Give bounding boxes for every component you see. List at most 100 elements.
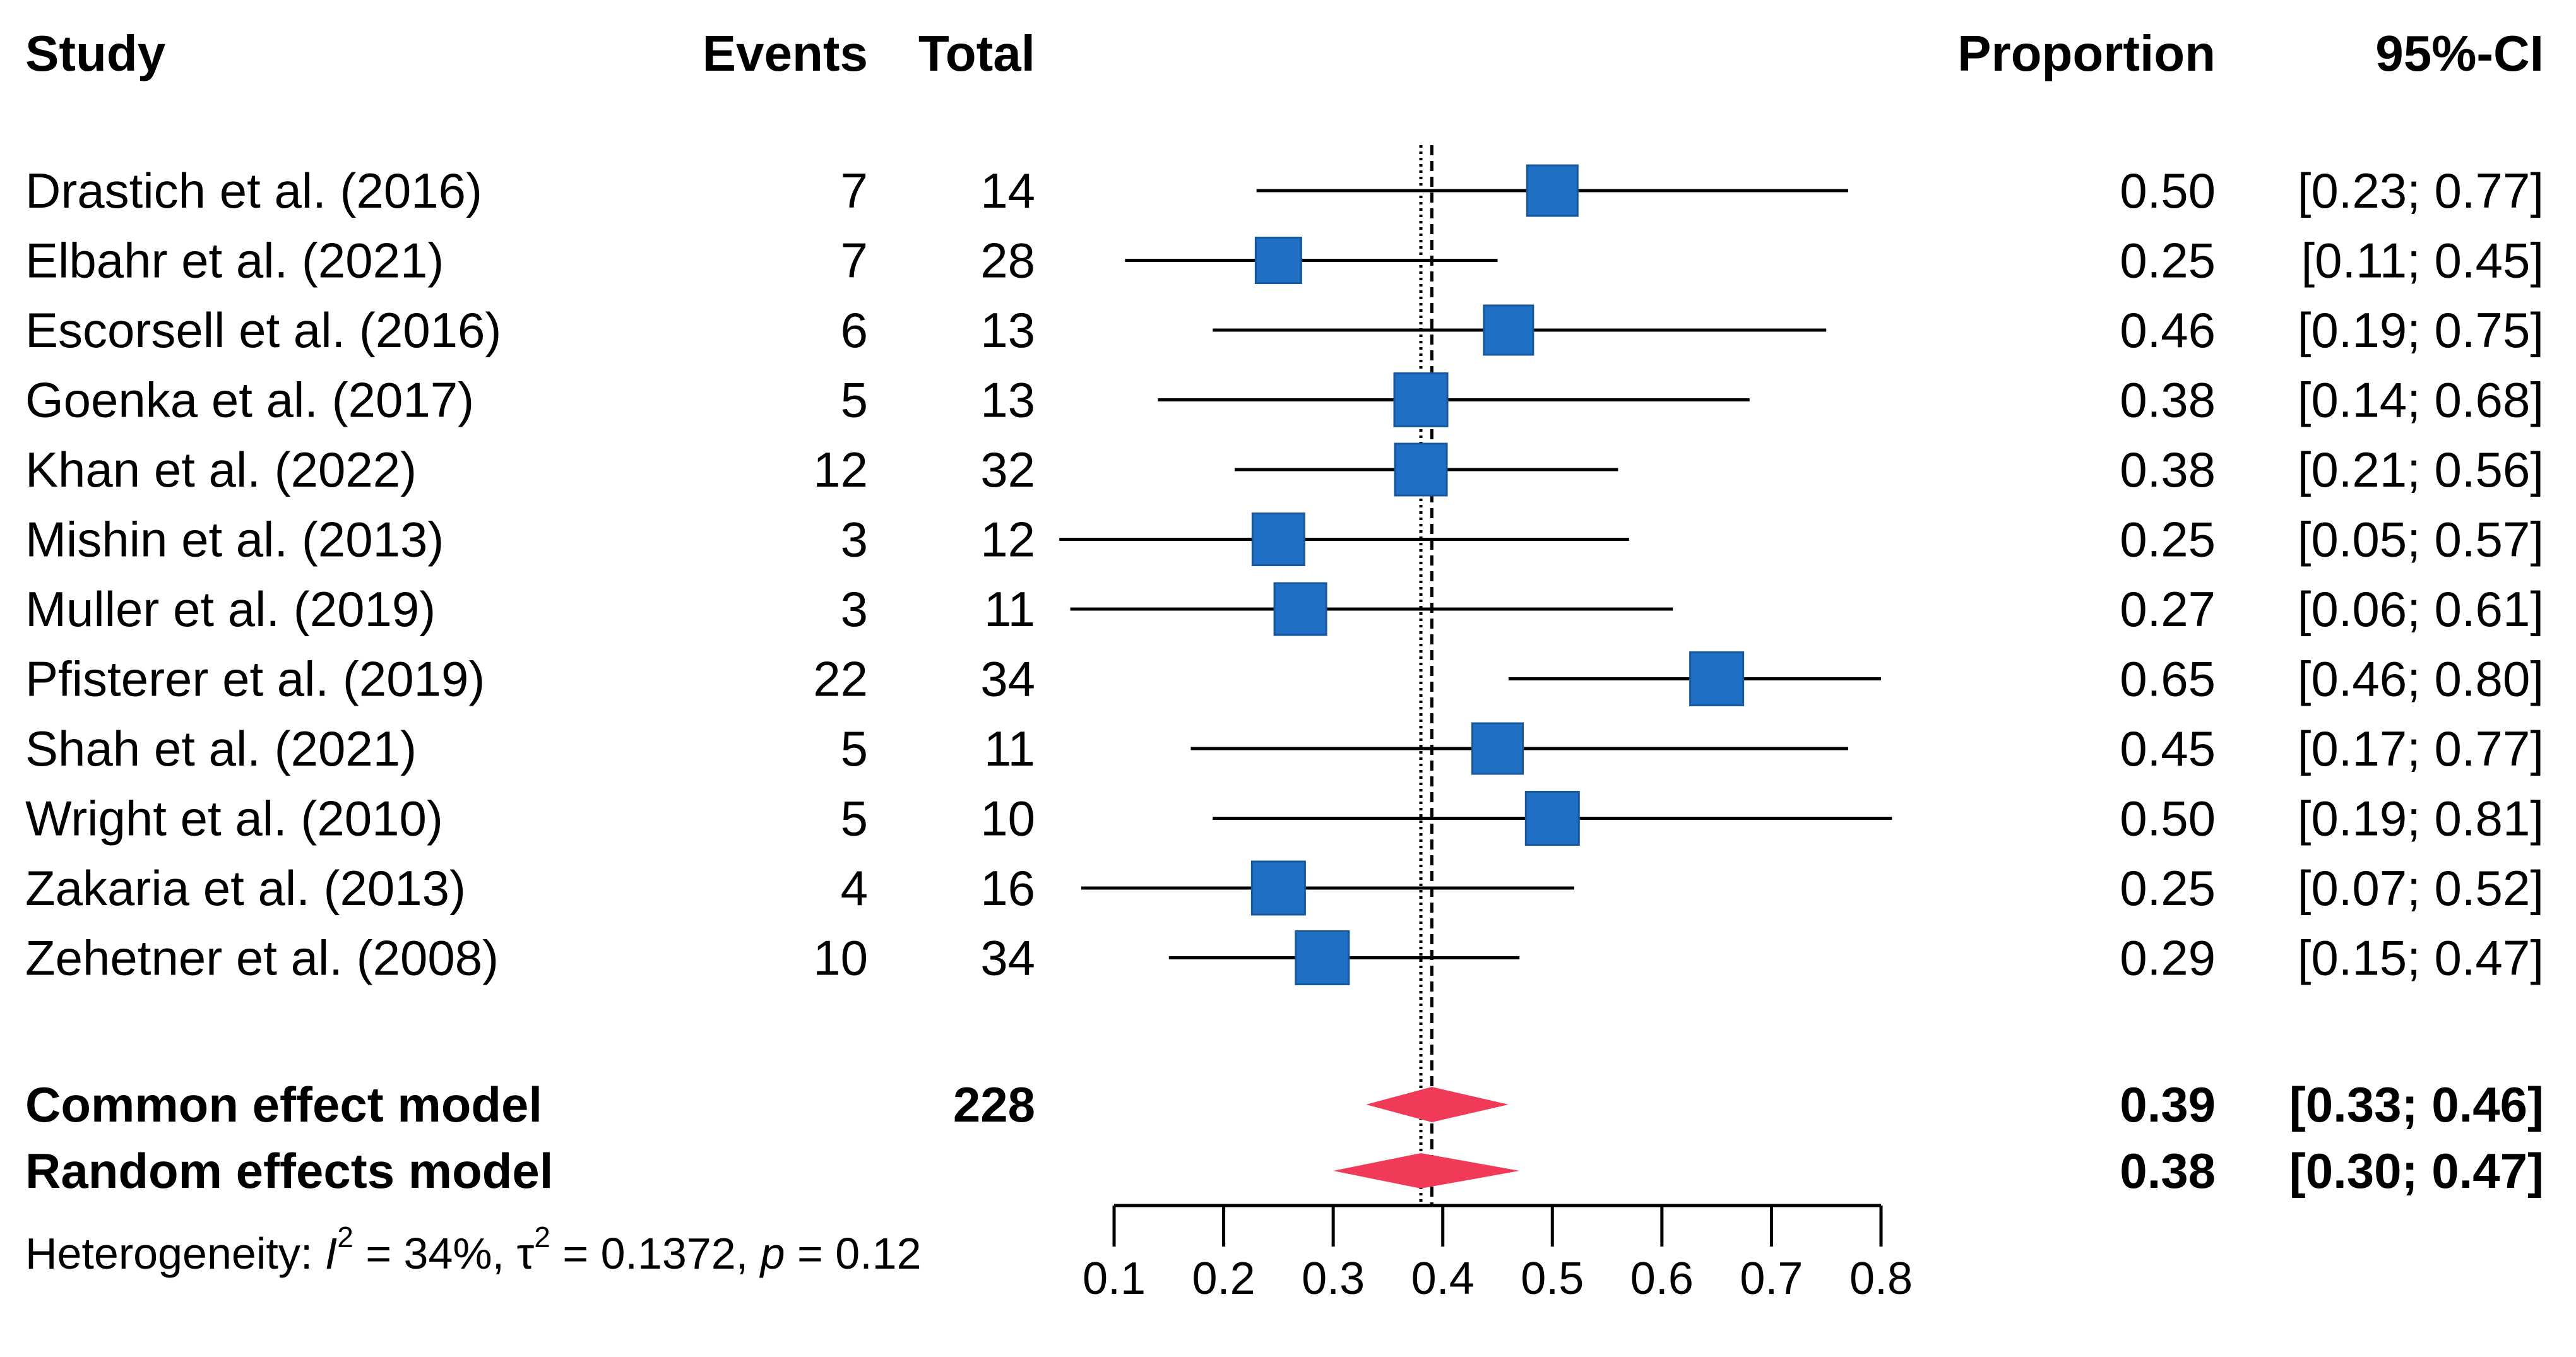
x-axis: 0.1 0.2 0.3 0.4 0.5 0.6 0.7 0.8: [1083, 1204, 1913, 1304]
study-row: Shah et al. (2021) 5 11 0.45 [0.17; 0.77]: [25, 721, 2544, 776]
study-total: 10: [980, 791, 1035, 846]
pooled-diamond: [1366, 1087, 1509, 1122]
study-point-square: [1526, 164, 1579, 217]
x-tick-label: 0.8: [1849, 1253, 1913, 1304]
study-ci: [0.21; 0.56]: [2298, 442, 2544, 497]
x-tick-label: 0.2: [1192, 1253, 1255, 1304]
study-total: 14: [980, 163, 1035, 218]
header-events: Events: [703, 25, 868, 81]
study-row: Drastich et al. (2016) 7 14 0.50 [0.23; 0.77…: [25, 163, 2544, 218]
study-proportion: 0.46: [2120, 302, 2216, 358]
het-tau-symbol: τ: [517, 1229, 535, 1278]
study-total: 13: [980, 372, 1035, 428]
x-tick-label: 0.1: [1083, 1253, 1146, 1304]
study-row: Escorsell et al. (2016) 6 13 0.46 [0.19; 0.7…: [25, 302, 2544, 358]
het-prefix: Heterogeneity:: [25, 1229, 325, 1278]
header-total: Total: [918, 25, 1035, 81]
study-total: 34: [980, 651, 1035, 707]
study-name: Mishin et al. (2013): [25, 512, 444, 567]
study-ci: [0.19; 0.81]: [2298, 791, 2544, 846]
study-point-square: [1393, 372, 1449, 427]
pooled-diamond: [1333, 1153, 1520, 1188]
study-proportion: 0.45: [2120, 721, 2216, 776]
header-ci: 95%-CI: [2375, 25, 2544, 81]
study-name: Pfisterer et al. (2019): [25, 651, 485, 707]
study-row: Mishin et al. (2013) 3 12 0.25 [0.05; 0.57]: [25, 512, 2544, 567]
study-name: Zakaria et al. (2013): [25, 860, 466, 916]
study-row: Zehetner et al. (2008) 10 34 0.29 [0.15; 0.4…: [25, 930, 2544, 986]
study-name: Goenka et al. (2017): [25, 372, 474, 428]
study-proportion: 0.29: [2120, 930, 2216, 986]
het-i-superscript: 2: [337, 1221, 353, 1253]
study-events: 7: [841, 163, 868, 218]
study-row: Elbahr et al. (2021) 7 28 0.25 [0.11; 0.45]: [25, 233, 2544, 288]
pooled-row: Common effect model 228 0.39 [0.33; 0.46]: [25, 1077, 2544, 1132]
pooled-proportion: 0.39: [2120, 1077, 2216, 1132]
study-events: 7: [841, 233, 868, 288]
study-row: Muller et al. (2019) 3 11 0.27 [0.06; 0.61]: [25, 581, 2544, 637]
study-point-square: [1295, 930, 1350, 985]
study-row: Wright et al. (2010) 5 10 0.50 [0.19; 0.81]: [25, 791, 2544, 846]
study-rows: Drastich et al. (2016) 7 14 0.50 [0.23; 0.77…: [25, 163, 2544, 986]
study-name: Wright et al. (2010): [25, 791, 443, 846]
study-row: Goenka et al. (2017) 5 13 0.38 [0.14; 0.68]: [25, 372, 2544, 428]
study-total: 28: [980, 233, 1035, 288]
study-point-square: [1483, 304, 1534, 356]
x-tick-label: 0.3: [1302, 1253, 1365, 1304]
header-study: Study: [25, 25, 166, 81]
study-total: 11: [984, 721, 1035, 776]
pooled-total: 228: [953, 1077, 1035, 1132]
study-ci: [0.17; 0.77]: [2298, 721, 2544, 776]
study-name: Shah et al. (2021): [25, 721, 417, 776]
study-name: Muller et al. (2019): [25, 581, 436, 637]
het-i-symbol: I: [325, 1229, 337, 1278]
pooled-name: Random effects model: [25, 1143, 553, 1199]
study-name: Zehetner et al. (2008): [25, 930, 499, 986]
study-ci: [0.11; 0.45]: [2301, 233, 2544, 288]
study-events: 10: [813, 930, 868, 986]
study-events: 6: [841, 302, 868, 358]
study-proportion: 0.25: [2120, 233, 2216, 288]
het-p-symbol: p: [759, 1229, 785, 1278]
study-proportion: 0.38: [2120, 372, 2216, 428]
x-tick-label: 0.5: [1521, 1253, 1584, 1304]
study-events: 22: [813, 651, 868, 707]
study-ci: [0.07; 0.52]: [2298, 860, 2544, 916]
reference-lines: [1419, 145, 1433, 1206]
study-proportion: 0.25: [2120, 512, 2216, 567]
study-events: 5: [841, 372, 868, 428]
header-proportion: Proportion: [1957, 25, 2216, 81]
x-tick-label: 0.6: [1630, 1253, 1694, 1304]
het-tau-superscript: 2: [534, 1221, 550, 1253]
study-events: 3: [841, 581, 868, 637]
study-ci: [0.23; 0.77]: [2298, 163, 2544, 218]
study-name: Escorsell et al. (2016): [25, 302, 501, 358]
study-name: Khan et al. (2022): [25, 442, 417, 497]
study-point-square: [1394, 442, 1448, 497]
study-total: 11: [984, 581, 1035, 637]
pooled-proportion: 0.38: [2120, 1143, 2216, 1199]
study-total: 16: [980, 860, 1035, 916]
study-proportion: 0.50: [2120, 791, 2216, 846]
pooled-ci: [0.33; 0.46]: [2289, 1077, 2544, 1132]
x-tick-label: 0.4: [1411, 1253, 1475, 1304]
study-events: 5: [841, 721, 868, 776]
study-name: Drastich et al. (2016): [25, 163, 482, 218]
study-total: 12: [980, 512, 1035, 567]
study-proportion: 0.65: [2120, 651, 2216, 707]
het-i2-value: = 34%,: [353, 1229, 517, 1278]
study-row: Zakaria et al. (2013) 4 16 0.25 [0.07; 0.52]: [25, 860, 2544, 916]
pooled-row: Random effects model 0.38 [0.30; 0.47]: [25, 1143, 2544, 1199]
study-row: Khan et al. (2022) 12 32 0.38 [0.21; 0.56]: [25, 442, 2544, 497]
study-total: 13: [980, 302, 1035, 358]
study-events: 5: [841, 791, 868, 846]
study-point-square: [1689, 651, 1745, 706]
study-events: 4: [841, 860, 868, 916]
study-row: Pfisterer et al. (2019) 22 34 0.65 [0.46; 0.…: [25, 651, 2544, 707]
x-tick-label: 0.7: [1740, 1253, 1803, 1304]
pooled-ci: [0.30; 0.47]: [2289, 1143, 2544, 1199]
study-ci: [0.14; 0.68]: [2298, 372, 2544, 428]
study-events: 3: [841, 512, 868, 567]
study-ci: [0.19; 0.75]: [2298, 302, 2544, 358]
